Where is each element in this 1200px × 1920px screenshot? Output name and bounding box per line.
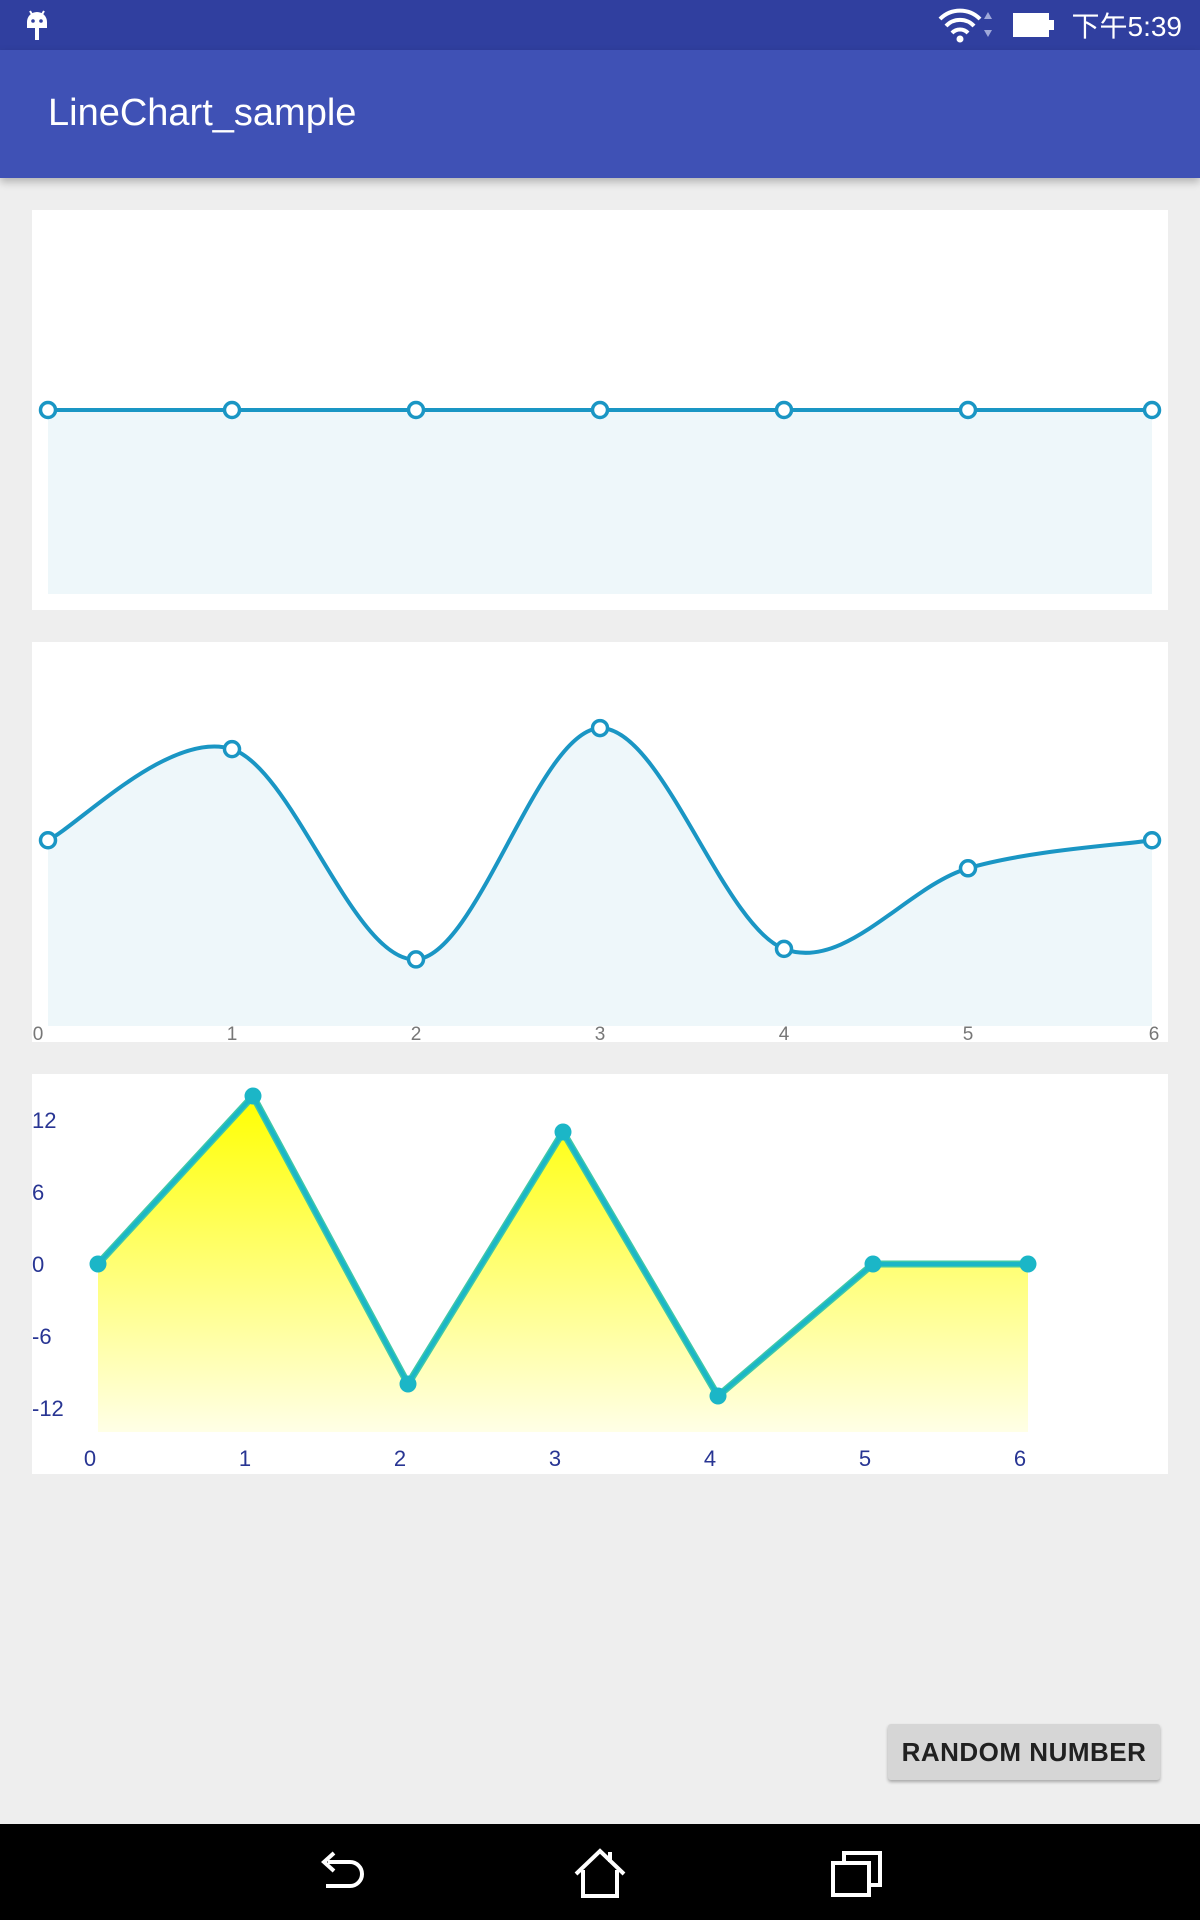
- x-tick-label-5: 5: [859, 1446, 871, 1471]
- x-tick-label-4: 4: [704, 1446, 716, 1471]
- y-tick-label-0: 12: [32, 1108, 56, 1133]
- wifi-icon: [938, 8, 992, 43]
- random-number-button[interactable]: RANDOM NUMBER: [888, 1724, 1160, 1780]
- x-tick-label-2: 2: [411, 1024, 422, 1042]
- x-tick-label-0: 0: [84, 1446, 96, 1471]
- line-chart-flat-canvas[interactable]: [32, 210, 1168, 610]
- data-point-0: [89, 1255, 107, 1273]
- status-time: 下午5:39: [1071, 11, 1183, 42]
- battery-icon: [1012, 13, 1054, 37]
- data-point-6: [1019, 1255, 1037, 1273]
- data-point-1: [222, 400, 242, 420]
- data-point-2: [406, 400, 426, 420]
- data-point-5: [958, 400, 978, 420]
- chart-area: [48, 728, 1152, 1026]
- data-point-4: [774, 939, 794, 959]
- status-bar: 下午5:39: [0, 0, 1200, 50]
- chart-area: [48, 410, 1152, 594]
- data-point-4: [774, 400, 794, 420]
- recents-icon[interactable]: [830, 1846, 886, 1902]
- x-tick-label-1: 1: [239, 1446, 251, 1471]
- page-title: LineChart_sample: [48, 92, 357, 134]
- data-point-5: [864, 1255, 882, 1273]
- data-point-0: [38, 400, 58, 420]
- chart-area: [98, 1096, 1028, 1432]
- data-point-3: [590, 400, 610, 420]
- x-tick-label-4: 4: [779, 1024, 790, 1042]
- x-tick-label-6: 6: [1149, 1024, 1160, 1042]
- x-tick-label-3: 3: [595, 1024, 606, 1042]
- x-tick-label-3: 3: [549, 1446, 561, 1471]
- data-point-6: [1142, 400, 1162, 420]
- data-point-5: [958, 859, 978, 878]
- navigation-bar: [0, 1824, 1200, 1920]
- x-tick-label-2: 2: [394, 1446, 406, 1471]
- data-point-3: [554, 1123, 572, 1141]
- x-tick-label-6: 6: [1014, 1446, 1026, 1471]
- x-tick-label-1: 1: [227, 1024, 238, 1042]
- data-point-0: [38, 830, 58, 850]
- android-notification-icon: [24, 8, 50, 47]
- back-icon[interactable]: [314, 1846, 370, 1902]
- y-tick-label-1: 6: [32, 1180, 44, 1205]
- line-chart-smooth[interactable]: 0 1 2 3 4 5 6: [32, 642, 1168, 1042]
- x-tick-label-5: 5: [963, 1024, 974, 1042]
- data-point-4: [709, 1387, 727, 1405]
- data-point-1: [222, 739, 242, 759]
- data-point-2: [406, 950, 426, 969]
- x-tick-label-0: 0: [33, 1024, 44, 1042]
- y-tick-label-2: 0: [32, 1252, 44, 1277]
- line-chart-smooth-canvas[interactable]: 0 1 2 3 4 5 6: [32, 642, 1168, 1042]
- y-tick-label-4: -12: [32, 1396, 64, 1421]
- data-point-1: [244, 1087, 262, 1105]
- y-tick-label-3: -6: [32, 1324, 52, 1349]
- data-point-2: [399, 1375, 417, 1393]
- app-bar: LineChart_sample: [0, 50, 1200, 178]
- data-point-3: [590, 718, 610, 738]
- data-point-6: [1142, 830, 1162, 850]
- line-chart-flat[interactable]: [32, 210, 1168, 610]
- area-chart-yellow[interactable]: 12 6 0 -6 -12 0 1 2 3 4 5 6: [32, 1074, 1168, 1474]
- home-icon[interactable]: [572, 1846, 628, 1902]
